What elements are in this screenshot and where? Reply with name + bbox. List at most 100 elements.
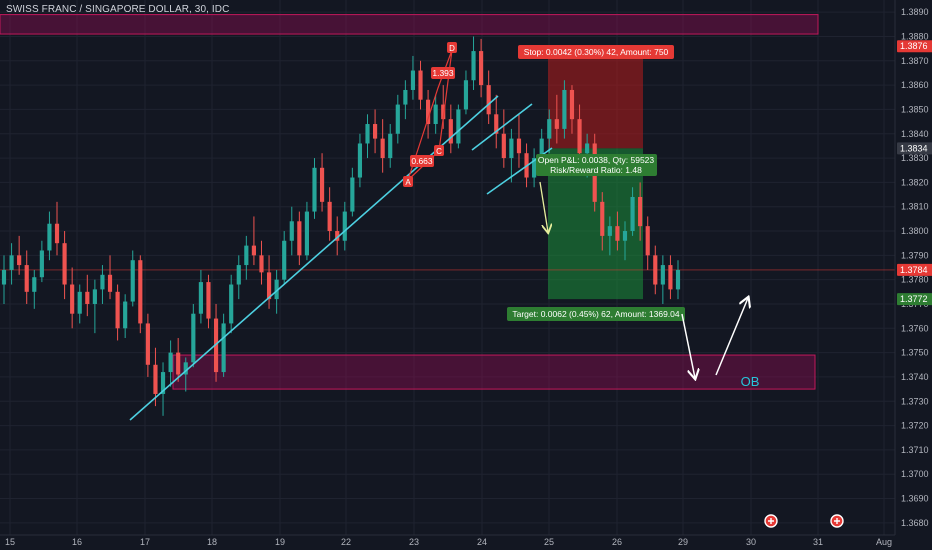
pattern-point-label: C [436,147,442,156]
candle-body [107,274,113,292]
candle-body [206,282,211,319]
projection-arrow-down-small[interactable] [539,181,548,232]
price-tick-label: 1.3860 [901,80,929,90]
pattern-ratio-box [431,67,455,79]
price-tick-label: 1.3760 [901,323,929,333]
candle-body [342,211,347,241]
price-marker-label: 1.3876 [900,41,928,51]
pattern-ratio-box [410,155,434,167]
candle-body [547,119,552,139]
price-tick-label: 1.3870 [901,56,929,66]
candle-body [600,201,605,236]
candle-body [153,364,158,394]
candle-body [562,89,567,129]
price-marker-box [897,40,932,53]
pattern-point-marker [403,176,413,187]
candle-body [62,243,67,285]
price-tick-label: 1.3690 [901,494,929,504]
time-tick-label: 15 [5,537,15,547]
candle-body [660,265,665,285]
candle-body [213,318,219,373]
candle-body [123,301,128,329]
candle-body [388,133,393,159]
order-block-zone[interactable] [172,354,816,390]
time-tick-label: 18 [207,537,217,547]
pattern-point-label: A [405,178,411,187]
candle-body [47,223,52,251]
stop-loss-box[interactable] [548,46,643,149]
candle-body [607,226,612,236]
candle-body [266,272,272,300]
price-tick-label: 1.3850 [901,104,929,114]
risk-reward-label: Risk/Reward Ratio: 1.48 [550,165,642,175]
candle-body [418,70,423,100]
candle-body [357,143,363,178]
candle-body [115,291,120,329]
time-tick-label: 23 [409,537,419,547]
candle-body [350,177,355,212]
candle-body [183,362,188,375]
candle-body [516,138,522,154]
price-marker-label: 1.3772 [900,294,928,304]
price-tick-label: 1.3720 [901,421,929,431]
projection-arrow-down[interactable] [681,313,695,378]
candle-body [327,201,332,232]
time-tick-label: 31 [813,537,823,547]
resistance-zone[interactable] [0,14,819,35]
candle-body [554,119,559,129]
candle-body [433,104,438,125]
pattern-point-marker [434,145,444,156]
candle-body [486,85,491,115]
candle-body [54,223,60,244]
candle-body [653,255,658,285]
candle-body [615,226,620,241]
price-marker-box [897,263,932,276]
candle-body [675,269,681,290]
event-plus-icon [834,518,840,524]
candle-body [539,138,544,159]
price-marker-box [897,293,932,306]
price-marker-label: 1.3834 [900,143,928,153]
candle-body [509,138,514,159]
candle-body [395,104,400,134]
pattern-point-label: D [449,44,455,53]
price-tick-label: 1.3750 [901,348,929,358]
candle-body [191,313,196,363]
price-tick-label: 1.3740 [901,372,929,382]
time-tick-label: 26 [612,537,622,547]
candle-body [569,89,575,120]
open-pl-box [536,154,657,176]
candle-body [585,143,590,154]
candle-body [645,226,650,256]
event-plus-icon [768,518,774,524]
price-tick-label: 1.3880 [901,31,929,41]
candle-body [100,274,105,290]
candle-body [198,282,203,314]
price-tick-label: 1.3820 [901,177,929,187]
target-label-box [507,307,685,321]
candle-body [160,372,166,394]
candle-body [221,323,226,373]
candle-body [32,277,37,292]
candle-body [365,124,370,144]
price-tick-label: 1.3780 [901,275,929,285]
channel-line-upper[interactable] [471,103,533,151]
time-tick-label: 16 [72,537,82,547]
projection-arrow-up[interactable] [715,298,748,376]
candle-body [85,291,90,304]
symbol-title: SWISS FRANC / SINGAPORE DOLLAR, 30, IDC [6,4,230,15]
candle-body [426,99,431,125]
candle-body [335,231,340,241]
time-tick-label: Aug [876,537,892,547]
candle-body [456,109,461,144]
time-tick-label: 19 [275,537,285,547]
candle-body [17,255,22,266]
candle-body [448,119,453,144]
price-tick-label: 1.3830 [901,153,929,163]
price-tick-label: 1.3680 [901,518,929,528]
candle-body [479,51,484,86]
candle-body [304,211,310,256]
candle-body [319,167,325,202]
candle-body [312,167,317,212]
